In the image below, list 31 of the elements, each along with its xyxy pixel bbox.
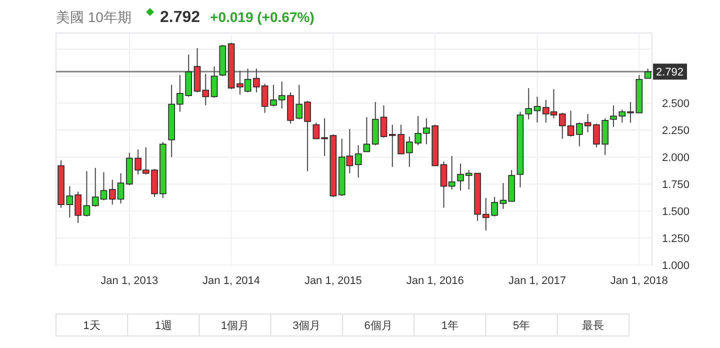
y-tick-label: 2.250 [662, 125, 690, 138]
text: 5年 [513, 320, 530, 332]
x-tick-label: Jan 1, 2016 [406, 275, 464, 287]
text: 最長 [582, 320, 604, 332]
y-tick-label: 1.250 [662, 233, 690, 246]
text: 1個月 [221, 320, 250, 332]
candlestick [354, 144, 362, 178]
candlestick [363, 116, 370, 152]
y-tick-label: 1.500 [662, 206, 690, 218]
text: 1天 [83, 320, 100, 332]
candlestick [210, 66, 218, 98]
y-tick-label: 2.500 [662, 98, 690, 110]
text: 1週 [154, 320, 172, 332]
x-tick-label: Jan 1, 2015 [304, 275, 362, 287]
ref-line-label: 2.792 [656, 66, 684, 79]
x-tick-label: Jan 1, 2018 [610, 275, 668, 287]
y-tick-label: 1.750 [662, 179, 690, 192]
y-tick-label: 2.000 [662, 152, 690, 164]
x-tick-label: Jan 1, 2014 [202, 275, 260, 287]
text: 3個月 [292, 320, 321, 332]
candlestick [534, 96, 541, 124]
text: 6個月 [364, 320, 392, 332]
y-tick-label: 1.000 [662, 260, 690, 272]
x-tick-label: Jan 1, 2017 [508, 275, 566, 287]
x-tick-label: Jan 1, 2013 [100, 275, 158, 287]
chart-subtitle: 2.792 +0.019 (+0.67%) [160, 9, 314, 26]
chart-title: 美國 10年期 [56, 9, 132, 25]
candlestick [644, 68, 652, 79]
candlestick [525, 88, 532, 120]
candlestick [83, 170, 90, 217]
text: 1年 [441, 320, 458, 332]
